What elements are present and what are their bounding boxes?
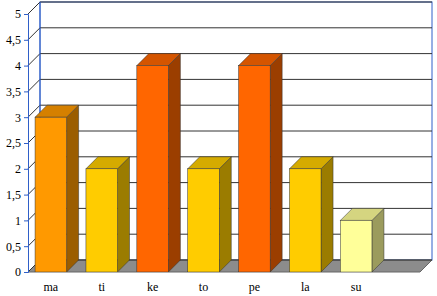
bar-3d xyxy=(290,157,334,272)
grid-line xyxy=(40,105,432,106)
bar-3d xyxy=(340,208,384,272)
grid-line xyxy=(40,2,432,3)
tick: 0,5 xyxy=(6,240,28,254)
tick-mark xyxy=(24,117,28,118)
tick-label: 3,5 xyxy=(6,85,21,99)
category-label: ti xyxy=(98,280,105,294)
bar-side xyxy=(270,54,282,272)
bar-side xyxy=(67,105,79,272)
bar-3d xyxy=(86,157,130,272)
grid-line xyxy=(28,2,40,14)
grid-line xyxy=(40,79,432,80)
bar xyxy=(188,169,220,272)
tick-mark xyxy=(24,220,28,221)
tick-mark xyxy=(24,272,28,273)
bar-top xyxy=(340,208,384,220)
grid-line xyxy=(28,79,40,91)
tick: 4 xyxy=(15,59,28,73)
bars xyxy=(35,54,384,272)
bar-top xyxy=(137,54,181,66)
bar-top xyxy=(290,157,334,169)
bar xyxy=(290,169,322,272)
bar-top xyxy=(188,157,232,169)
tick-label: 5 xyxy=(15,7,21,21)
tick: 3 xyxy=(15,111,28,125)
x-labels: ma ti ke to pe la su xyxy=(43,280,361,294)
bar-3d xyxy=(35,105,79,272)
tick-label: 4,5 xyxy=(6,33,21,47)
bar-side xyxy=(117,157,129,272)
tick-label: 3 xyxy=(15,111,21,125)
tick-label: 4 xyxy=(15,59,21,73)
tick: 4,5 xyxy=(6,33,28,47)
bar-3d xyxy=(239,54,283,272)
tick-label: 1 xyxy=(15,214,21,228)
bar-top xyxy=(35,105,79,117)
bar xyxy=(35,117,67,272)
tick-label: 2,5 xyxy=(6,136,21,150)
bar-top xyxy=(86,157,130,169)
category-label: su xyxy=(351,280,362,294)
chart: 0 0,5 1 1,5 2 2,5 3 3,5 4 4,5 5 ma ti ke to pe la su xyxy=(0,0,437,296)
axis-line xyxy=(24,15,29,273)
tick-mark xyxy=(24,66,28,67)
grid-line xyxy=(28,54,40,66)
tick-mark xyxy=(24,40,28,41)
grid-line xyxy=(40,27,432,28)
grid-line xyxy=(28,28,40,40)
bar-3d xyxy=(188,157,232,272)
tick-mark xyxy=(24,169,28,170)
grid xyxy=(28,2,432,272)
bar xyxy=(340,220,372,272)
tick-label: 0 xyxy=(15,265,21,279)
y-axis: 0 0,5 1 1,5 2 2,5 3 3,5 4 4,5 5 xyxy=(6,7,29,279)
bar xyxy=(239,66,271,272)
tick-label: 2 xyxy=(15,162,21,176)
tick: 5 xyxy=(15,7,28,21)
tick: 3,5 xyxy=(6,85,28,99)
grid-line xyxy=(40,53,432,54)
tick-mark xyxy=(24,195,28,196)
tick: 1,5 xyxy=(6,188,28,202)
tick-mark xyxy=(24,246,28,247)
category-label: pe xyxy=(249,280,260,294)
category-label: ma xyxy=(43,280,58,294)
tick: 1 xyxy=(15,214,28,228)
grid-line xyxy=(40,131,432,132)
bar xyxy=(137,66,169,272)
tick-label: 0,5 xyxy=(6,240,21,254)
category-label: to xyxy=(199,280,208,294)
bar-side xyxy=(321,157,333,272)
bar-side xyxy=(219,157,231,272)
category-label: la xyxy=(301,280,310,294)
category-label: ke xyxy=(147,280,158,294)
tick-mark xyxy=(24,14,28,15)
tick-mark xyxy=(24,143,28,144)
bar xyxy=(86,169,118,272)
tick: 2 xyxy=(15,162,28,176)
bar-side xyxy=(168,54,180,272)
tick-label: 1,5 xyxy=(6,188,21,202)
tick: 2,5 xyxy=(6,136,28,150)
bar-top xyxy=(239,54,283,66)
bar-3d xyxy=(137,54,181,272)
tick: 0 xyxy=(15,265,28,279)
tick-mark xyxy=(24,91,28,92)
